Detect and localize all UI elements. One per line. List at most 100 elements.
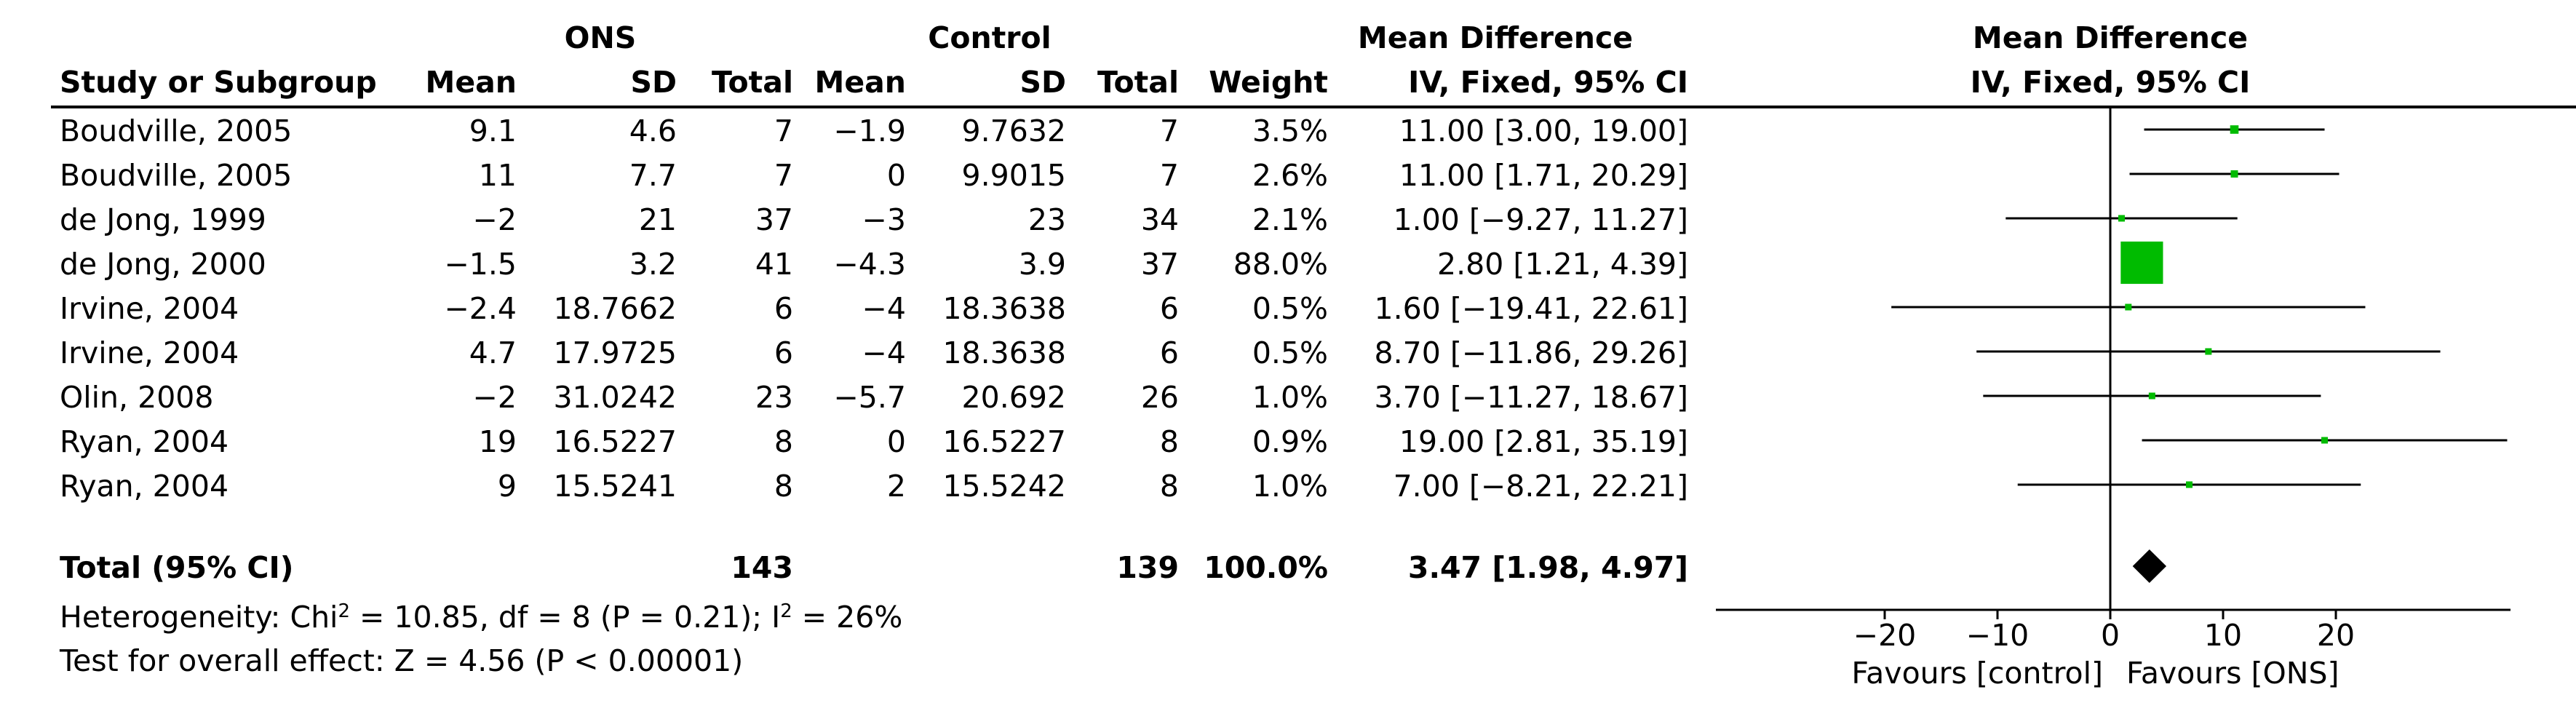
col-header-study: Study or Subgroup [60, 65, 377, 100]
col-header-weight: Weight [1209, 65, 1328, 100]
group-header-ons: ONS [564, 20, 637, 55]
cell-effect: 7.00 [−8.21, 22.21] [1393, 469, 1688, 504]
cell-effect: 3.70 [−11.27, 18.67] [1374, 380, 1688, 415]
heterogeneity-text: Heterogeneity: Chi2 = 10.85, df = 8 (P =… [60, 600, 903, 635]
study-square [2321, 437, 2328, 444]
cell-sd2: 18.3638 [942, 335, 1066, 370]
cell-sd1: 18.7662 [553, 291, 677, 326]
cell-study: Olin, 2008 [60, 380, 214, 415]
cell-study: Boudville, 2005 [60, 158, 293, 193]
cell-effect: 2.80 [1.21, 4.39] [1437, 247, 1688, 282]
cell-total2: 8 [1159, 469, 1179, 504]
cell-mean1: −1.5 [444, 247, 517, 282]
cell-sd2: 9.7632 [961, 114, 1066, 148]
study-square [2120, 241, 2163, 285]
cell-total2: 6 [1159, 291, 1179, 326]
cell-study: Irvine, 2004 [60, 335, 239, 370]
col-header-plot: IV, Fixed, 95% CI [1970, 65, 2251, 100]
x-tick-label: −20 [1853, 618, 1917, 653]
cell-total2: 7 [1159, 114, 1179, 148]
study-square [2118, 215, 2125, 222]
cell-weight: 2.1% [1252, 202, 1328, 237]
cell-total1: 6 [774, 291, 793, 326]
cell-sd1: 31.0242 [553, 380, 677, 415]
cell-study: Ryan, 2004 [60, 469, 229, 504]
cell-mean2: 2 [886, 469, 906, 504]
group-header-plot: Mean Difference [1972, 20, 2249, 55]
header-rule [51, 106, 2576, 108]
group-header-control: Control [928, 20, 1052, 55]
cell-weight: 0.9% [1252, 424, 1328, 459]
study-square [2205, 348, 2212, 355]
cell-total1: 7 [774, 158, 793, 193]
study-square [2230, 125, 2239, 134]
cell-weight: 88.0% [1233, 247, 1328, 282]
col-header-mean1: Mean [425, 65, 517, 100]
cell-sd1: 15.5241 [553, 469, 677, 504]
cell-effect: 1.00 [−9.27, 11.27] [1393, 202, 1688, 237]
cell-mean2: 0 [886, 158, 906, 193]
cell-weight: 0.5% [1252, 335, 1328, 370]
total-label: Total (95% CI) [60, 550, 294, 585]
cell-total1: 23 [755, 380, 793, 415]
cell-mean1: −2.4 [444, 291, 517, 326]
cell-mean1: −2 [472, 202, 517, 237]
cell-mean1: 9 [497, 469, 517, 504]
cell-study: Ryan, 2004 [60, 424, 229, 459]
cell-total2: 8 [1159, 424, 1179, 459]
cell-study: Irvine, 2004 [60, 291, 239, 326]
cell-weight: 1.0% [1252, 380, 1328, 415]
cell-total2: 26 [1140, 380, 1179, 415]
cell-mean1: 4.7 [469, 335, 517, 370]
favours-control-label: Favours [control] [1851, 656, 2103, 691]
cell-sd1: 16.5227 [553, 424, 677, 459]
cell-total1: 7 [774, 114, 793, 148]
cell-effect: 19.00 [2.81, 35.19] [1399, 424, 1688, 459]
col-header-effect: IV, Fixed, 95% CI [1408, 65, 1688, 100]
cell-sd2: 20.692 [961, 380, 1066, 415]
total-effect: 3.47 [1.98, 4.97] [1407, 550, 1688, 585]
cell-weight: 0.5% [1252, 291, 1328, 326]
cell-weight: 3.5% [1252, 114, 1328, 148]
cell-sd2: 3.9 [1018, 247, 1066, 282]
x-tick-label: 20 [2317, 618, 2355, 653]
cell-effect: 11.00 [3.00, 19.00] [1399, 114, 1688, 148]
cell-sd2: 23 [1027, 202, 1066, 237]
cell-study: Boudville, 2005 [60, 114, 293, 148]
cell-sd1: 4.6 [629, 114, 677, 148]
study-square [2125, 303, 2132, 311]
group-header-effect: Mean Difference [1357, 20, 1634, 55]
cell-mean2: 0 [886, 424, 906, 459]
favours-ons-label: Favours [ONS] [2126, 656, 2340, 691]
x-tick-label: 0 [2101, 618, 2120, 653]
cell-weight: 1.0% [1252, 469, 1328, 504]
x-tick-label: −10 [1966, 618, 2030, 653]
x-tick-label: 10 [2204, 618, 2242, 653]
pooled-diamond [2132, 549, 2167, 583]
cell-sd1: 3.2 [629, 247, 677, 282]
col-header-mean2: Mean [814, 65, 906, 100]
cell-mean2: −3 [862, 202, 906, 237]
cell-mean2: −5.7 [833, 380, 906, 415]
cell-total2: 7 [1159, 158, 1179, 193]
cell-mean2: −4 [862, 291, 906, 326]
cell-effect: 8.70 [−11.86, 29.26] [1374, 335, 1688, 370]
cell-mean1: −2 [472, 380, 517, 415]
cell-study: de Jong, 2000 [60, 247, 266, 282]
cell-mean2: −1.9 [833, 114, 906, 148]
cell-sd1: 17.9725 [553, 335, 677, 370]
cell-total1: 6 [774, 335, 793, 370]
cell-mean1: 11 [478, 158, 517, 193]
col-header-total1: Total [711, 65, 793, 100]
cell-sd2: 15.5242 [942, 469, 1066, 504]
total-ons-n: 143 [731, 550, 793, 585]
study-square [2186, 481, 2193, 488]
cell-sd2: 9.9015 [961, 158, 1066, 193]
cell-total1: 8 [774, 469, 793, 504]
cell-sd2: 16.5227 [942, 424, 1066, 459]
col-header-total2: Total [1097, 65, 1179, 100]
cell-study: de Jong, 1999 [60, 202, 266, 237]
cell-total2: 34 [1140, 202, 1179, 237]
cell-effect: 11.00 [1.71, 20.29] [1399, 158, 1688, 193]
cell-total1: 41 [755, 247, 793, 282]
